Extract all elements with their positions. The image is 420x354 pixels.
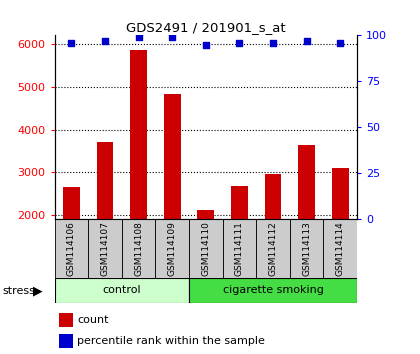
Text: ▶: ▶ <box>33 285 42 297</box>
Bar <box>223 219 256 278</box>
Bar <box>122 219 155 278</box>
Text: control: control <box>102 285 141 295</box>
Title: GDS2491 / 201901_s_at: GDS2491 / 201901_s_at <box>126 21 286 34</box>
Bar <box>130 50 147 219</box>
Point <box>270 40 276 46</box>
Bar <box>197 210 214 219</box>
Bar <box>256 219 290 278</box>
Point <box>236 40 243 46</box>
Bar <box>164 95 181 219</box>
Text: GSM114114: GSM114114 <box>336 221 345 276</box>
Point <box>202 42 209 47</box>
Point <box>169 34 176 40</box>
Bar <box>59 313 73 327</box>
Bar <box>97 142 113 219</box>
Bar <box>332 168 349 219</box>
Text: GSM114113: GSM114113 <box>302 221 311 276</box>
Point <box>303 38 310 44</box>
Text: GSM114112: GSM114112 <box>268 221 278 276</box>
Bar <box>59 334 73 348</box>
Text: GSM114107: GSM114107 <box>100 221 110 276</box>
Text: GSM114108: GSM114108 <box>134 221 143 276</box>
Bar <box>189 278 357 303</box>
Bar <box>55 278 189 303</box>
Text: GSM114111: GSM114111 <box>235 221 244 276</box>
Bar <box>63 187 80 219</box>
Text: GSM114106: GSM114106 <box>67 221 76 276</box>
Text: GSM114109: GSM114109 <box>168 221 177 276</box>
Bar <box>88 219 122 278</box>
Text: count: count <box>77 315 109 325</box>
Bar <box>55 219 88 278</box>
Bar <box>155 219 189 278</box>
Point <box>102 38 108 44</box>
Bar <box>323 219 357 278</box>
Text: percentile rank within the sample: percentile rank within the sample <box>77 336 265 346</box>
Point <box>337 40 344 46</box>
Point <box>135 34 142 40</box>
Text: GSM114110: GSM114110 <box>201 221 210 276</box>
Bar <box>298 144 315 219</box>
Bar <box>290 219 323 278</box>
Text: stress: stress <box>2 286 35 296</box>
Bar <box>265 174 281 219</box>
Bar <box>189 219 223 278</box>
Text: cigarette smoking: cigarette smoking <box>223 285 323 295</box>
Bar <box>231 186 248 219</box>
Point <box>68 40 75 46</box>
